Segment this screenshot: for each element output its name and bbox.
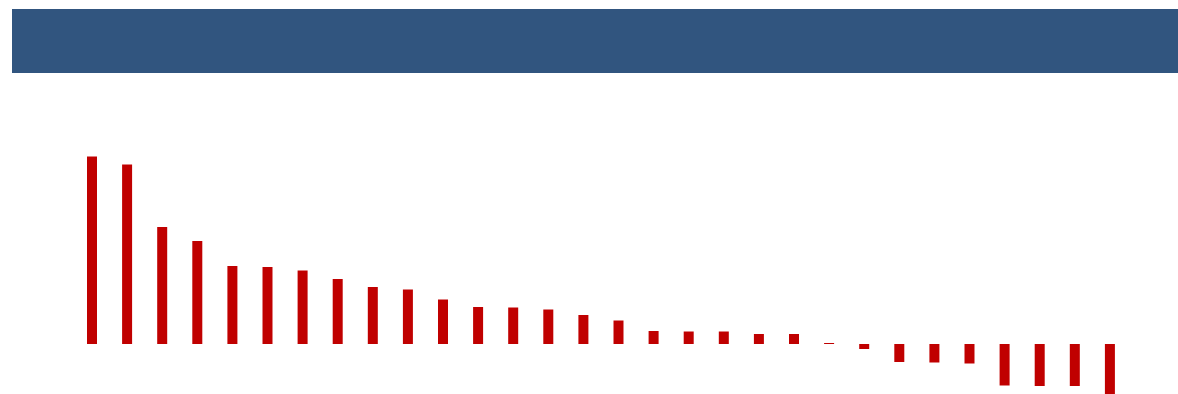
bar-19: [718, 331, 729, 344]
bar-2: [122, 164, 133, 344]
bar-21: [789, 334, 799, 344]
bar-15: [578, 315, 589, 344]
bar-8: [332, 279, 343, 344]
bar-10: [402, 289, 413, 344]
bar-12: [473, 307, 484, 344]
bar-17: [648, 331, 659, 344]
bar-30: [1104, 344, 1115, 394]
bar-3: [157, 227, 168, 344]
bar-28: [1034, 344, 1045, 386]
bar-26: [964, 344, 975, 364]
bar-9: [367, 287, 378, 344]
bar-11: [438, 299, 448, 344]
bar-18: [683, 331, 694, 344]
header-band: [12, 9, 1178, 73]
bar-13: [508, 307, 519, 344]
bar-1: [87, 156, 97, 344]
bar-7: [297, 270, 308, 344]
bar-6: [262, 267, 273, 344]
bar-27: [999, 344, 1010, 386]
bar-5: [227, 266, 238, 344]
bar-24: [894, 344, 905, 362]
bar-4: [192, 241, 203, 344]
bar-20: [753, 334, 764, 344]
bar-16: [613, 320, 624, 344]
bar-22: [824, 343, 835, 344]
bar-29: [1069, 344, 1080, 386]
bar-14: [543, 309, 554, 344]
bar-25: [929, 344, 940, 363]
bar-23: [859, 344, 870, 349]
